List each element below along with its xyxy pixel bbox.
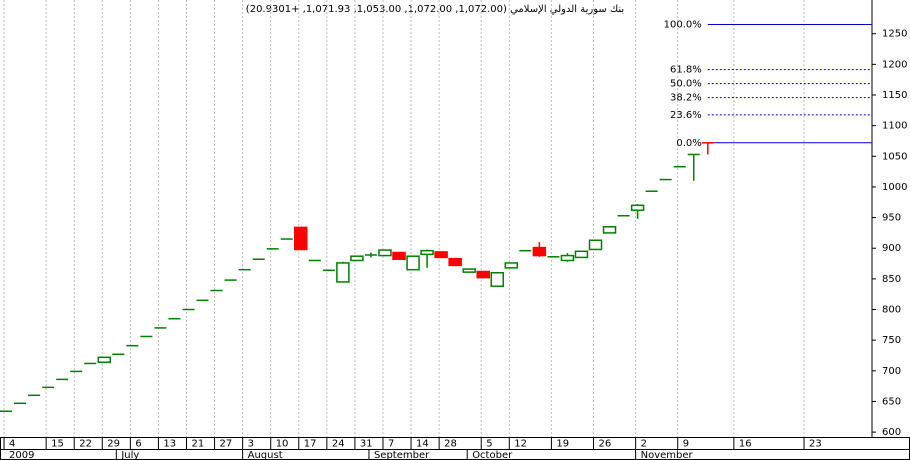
chart-title: بنك سورية الدولي الإسلامي (1,072.00, 1,0… xyxy=(246,4,624,15)
candle-body xyxy=(448,257,462,267)
candle-body xyxy=(490,271,505,287)
month-label: September xyxy=(374,450,430,460)
y-tick-label: 900 xyxy=(882,243,901,254)
candle-body xyxy=(350,255,364,262)
x-tick-label: 15 xyxy=(51,439,64,450)
y-tick-label: 700 xyxy=(882,366,901,377)
x-tick-label: 4 xyxy=(9,439,15,450)
x-tick-label: 10 xyxy=(276,439,289,450)
candle-body xyxy=(588,239,603,251)
x-tick-label: 16 xyxy=(739,439,752,450)
month-label: October xyxy=(472,450,513,460)
x-tick-label: 28 xyxy=(444,439,457,450)
x-tick-label: 7 xyxy=(388,439,394,450)
y-tick-label: 950 xyxy=(882,213,901,224)
x-tick-label: 27 xyxy=(220,439,233,450)
x-tick-label: 24 xyxy=(332,439,345,450)
candle-body xyxy=(97,356,112,363)
fib-label: 38.2% xyxy=(670,93,702,104)
x-tick-label: 29 xyxy=(107,439,120,450)
y-tick-label: 850 xyxy=(882,274,901,285)
y-tick-label: 650 xyxy=(882,396,901,407)
x-tick-label: 12 xyxy=(514,439,527,450)
candle-body xyxy=(630,204,645,211)
month-label: July xyxy=(120,450,139,460)
y-tick-label: 800 xyxy=(882,305,901,316)
x-tick-label: 21 xyxy=(191,439,204,450)
x-tick-label: 14 xyxy=(416,439,429,450)
month-label: November xyxy=(641,450,694,460)
fib-label: 23.6% xyxy=(670,110,702,121)
month-label: August xyxy=(248,450,283,460)
x-tick-label: 9 xyxy=(683,439,689,450)
x-tick-label: 17 xyxy=(304,439,317,450)
y-tick-label: 1250 xyxy=(882,29,907,40)
x-tick-label: 3 xyxy=(248,439,254,450)
x-tick-label: 22 xyxy=(79,439,92,450)
candle-body xyxy=(420,249,434,256)
y-tick-label: 750 xyxy=(882,335,901,346)
x-tick-label: 26 xyxy=(599,439,612,450)
x-tick-label: 31 xyxy=(360,439,373,450)
fib-label: 50.0% xyxy=(670,79,702,90)
x-tick-label: 6 xyxy=(135,439,141,450)
fib-label: 0.0% xyxy=(676,138,701,149)
candle-body xyxy=(336,262,350,283)
month-label: 2009 xyxy=(9,450,34,460)
candle-body xyxy=(602,226,617,234)
fib-label: 100.0% xyxy=(664,20,702,31)
candle-body xyxy=(532,246,547,257)
candle-body xyxy=(504,262,519,269)
x-tick-label: 23 xyxy=(809,439,822,450)
y-tick-label: 1100 xyxy=(882,121,907,132)
x-tick-label: 19 xyxy=(556,439,569,450)
y-tick-label: 1050 xyxy=(882,151,907,162)
candle-body xyxy=(574,250,589,259)
candle-body xyxy=(378,249,392,257)
candle-body xyxy=(294,226,308,251)
candle-body xyxy=(392,251,406,261)
y-tick-label: 600 xyxy=(882,427,901,438)
y-tick-label: 1200 xyxy=(882,59,907,70)
candle-body xyxy=(560,254,575,262)
candle-body xyxy=(476,270,490,279)
x-tick-label: 5 xyxy=(486,439,492,450)
candle-body xyxy=(462,268,476,273)
fib-label: 61.8% xyxy=(670,65,702,76)
x-tick-label: 2 xyxy=(641,439,647,450)
x-tick-label: 13 xyxy=(163,439,176,450)
y-tick-label: 1000 xyxy=(882,182,907,193)
y-tick-label: 1150 xyxy=(882,90,907,101)
candle-body xyxy=(434,251,448,259)
candle-body xyxy=(406,255,420,271)
